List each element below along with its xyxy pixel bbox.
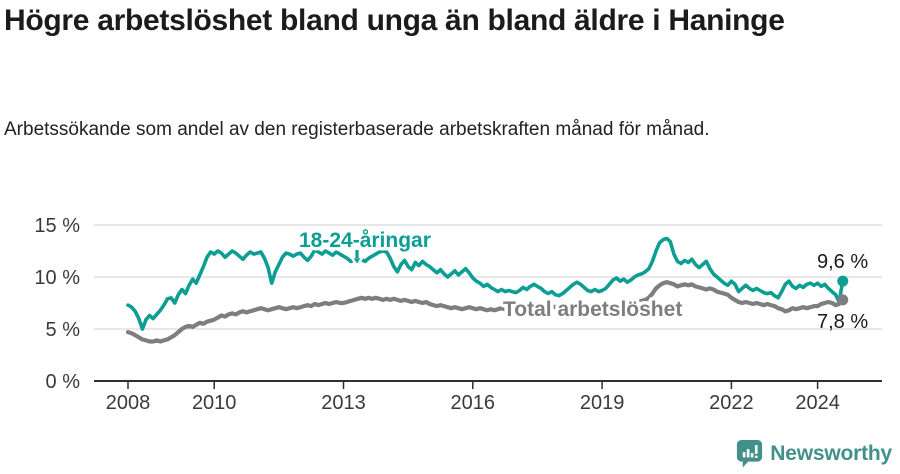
y-axis-tick-label: 5 % (46, 319, 81, 341)
y-axis-tick-label: 15 % (34, 215, 80, 237)
x-axis-tick-label: 2010 (192, 392, 237, 414)
x-axis-tick-label: 2019 (580, 392, 625, 414)
page-title: Högre arbetslöshet bland unga än bland ä… (4, 4, 785, 37)
series-line-young (126, 236, 845, 331)
series-label-young: 18-24-åringar (299, 229, 431, 252)
end-value-label-young: 9,6 % (817, 251, 868, 273)
x-axis-tick-label: 2013 (321, 392, 366, 414)
series-line-total (125, 280, 845, 344)
end-value-label-total: 7,8 % (817, 311, 868, 333)
x-axis-tick-label: 2024 (795, 392, 840, 414)
x-axis-tick-label: 2016 (451, 392, 496, 414)
y-axis-tick-label: 0 % (46, 371, 81, 393)
end-dot-young (837, 275, 849, 287)
chart-subtitle: Arbetssökande som andel av den registerb… (4, 119, 710, 140)
x-axis-tick-label: 2008 (106, 392, 151, 414)
series-label-total: Total arbetslöshet (503, 298, 682, 321)
newsworthy-logo-icon (737, 440, 763, 468)
newsworthy-logo-text: Newsworthy (770, 441, 892, 465)
x-axis-tick-label: 2022 (709, 392, 754, 414)
newsworthy-branding: Newsworthy (736, 439, 892, 468)
end-dot-total (837, 294, 849, 306)
y-axis-tick-label: 10 % (34, 267, 80, 289)
series-label-arrow (349, 255, 365, 269)
